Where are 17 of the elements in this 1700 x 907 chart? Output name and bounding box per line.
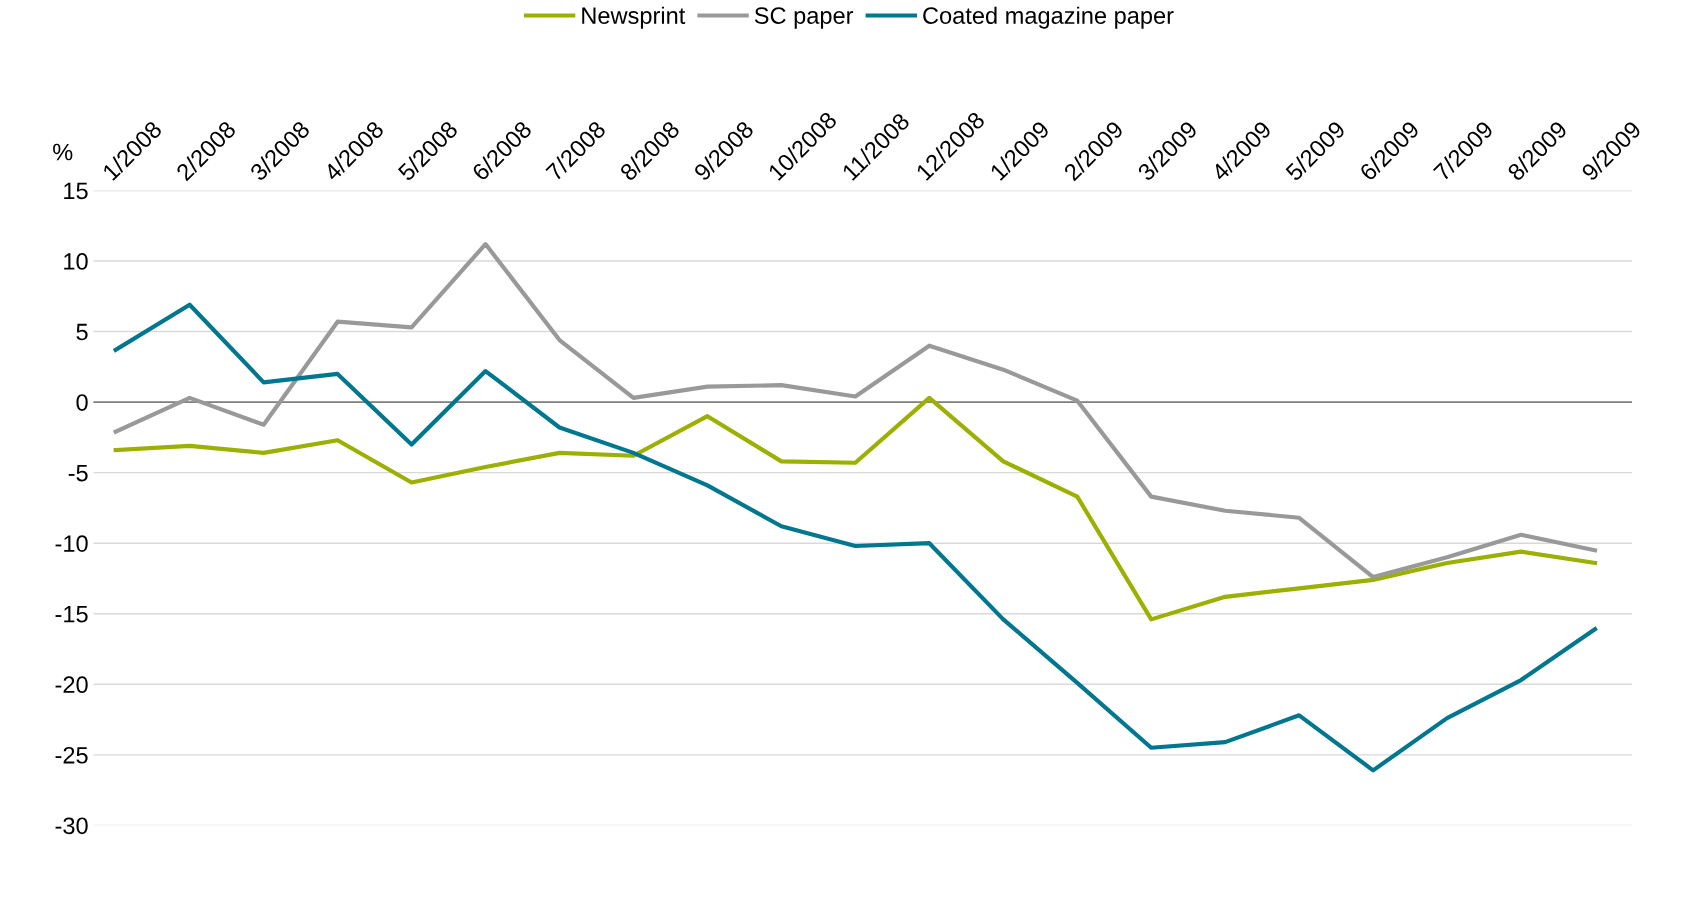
y-tick-label: 0 — [76, 394, 88, 411]
y-tick-label: 15 — [64, 182, 88, 200]
y-tick-label: -15 — [55, 606, 88, 623]
y-tick-label: -10 — [55, 535, 88, 552]
y-tick-label: -25 — [55, 746, 88, 764]
y-tick-label: -5 — [68, 464, 88, 482]
legend-label: Newsprint — [582, 6, 686, 29]
line-series — [113, 395, 1598, 622]
y-tick-label: 5 — [76, 323, 88, 341]
y-tick-label: 10 — [64, 253, 88, 270]
y-axis-title: % — [53, 143, 73, 161]
legend-label: SC paper — [754, 7, 854, 29]
line-series — [113, 302, 1598, 773]
legend-label: Coated magazine paper — [923, 6, 1174, 29]
y-tick-label: -30 — [55, 817, 88, 835]
y-tick-label: -20 — [55, 676, 88, 694]
line-series — [113, 241, 1598, 580]
